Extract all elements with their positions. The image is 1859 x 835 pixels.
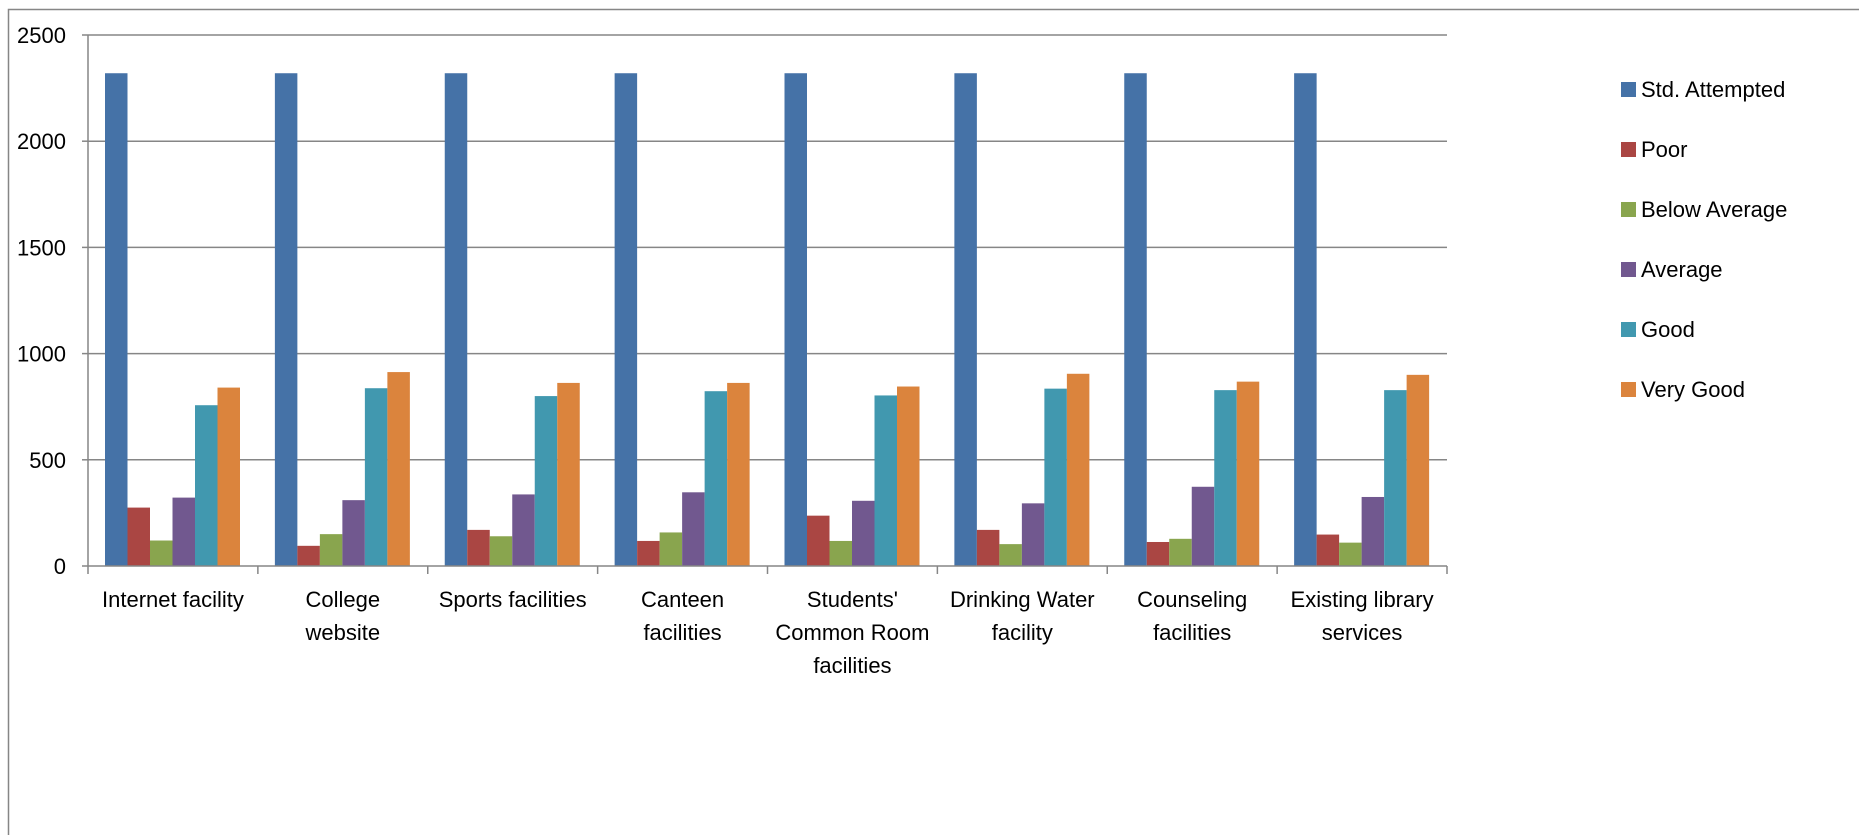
x-tick-label: Common Room xyxy=(775,620,929,645)
x-tick-label: Sports facilities xyxy=(439,587,587,612)
bar xyxy=(1169,538,1192,566)
gridlines xyxy=(88,34,1447,461)
bar xyxy=(682,492,705,566)
x-tick-label: facilities xyxy=(813,653,891,678)
x-tick-label: Canteen xyxy=(641,587,724,612)
legend-label: Below Average xyxy=(1641,197,1787,222)
bar xyxy=(897,386,920,566)
bar xyxy=(704,391,728,566)
legend-swatch xyxy=(1621,382,1636,397)
y-tick-label: 2000 xyxy=(17,129,66,154)
y-axis-ticks: 0 500 1000 1500 2000 2500 xyxy=(17,23,66,579)
legend-label: Very Good xyxy=(1641,377,1745,402)
bar xyxy=(807,515,830,566)
y-tick-label: 0 xyxy=(54,554,66,579)
legend-label: Std. Attempted xyxy=(1641,77,1785,102)
bar xyxy=(874,395,897,566)
x-tick-label: facilities xyxy=(643,620,721,645)
bar xyxy=(727,382,750,566)
bar xyxy=(637,540,660,566)
bar xyxy=(512,494,535,566)
x-tick-label: Students' xyxy=(807,587,898,612)
bar xyxy=(364,388,388,566)
bar xyxy=(852,500,875,566)
bar xyxy=(297,545,320,566)
y-tick-label: 1000 xyxy=(17,342,66,367)
bar xyxy=(467,529,490,566)
bar xyxy=(342,500,365,566)
axes xyxy=(82,34,1448,574)
bar xyxy=(1066,373,1090,566)
legend-swatch xyxy=(1621,262,1636,277)
legend-swatch xyxy=(1621,142,1636,157)
bar xyxy=(557,382,580,566)
bar xyxy=(1214,390,1237,566)
bar xyxy=(195,405,218,566)
bar xyxy=(127,507,150,566)
bar xyxy=(659,532,683,566)
bar xyxy=(1294,73,1317,567)
bar xyxy=(976,529,1000,566)
bar xyxy=(1146,541,1170,566)
x-tick-label: services xyxy=(1322,620,1403,645)
legend-label: Good xyxy=(1641,317,1695,342)
bar xyxy=(1406,374,1430,566)
bar xyxy=(1124,73,1147,567)
x-axis-labels: Internet facility College website Sports fa… xyxy=(102,587,1434,678)
bar xyxy=(489,536,513,566)
bars xyxy=(105,73,1430,567)
x-tick-label: website xyxy=(305,620,381,645)
x-tick-label: Counseling xyxy=(1137,587,1247,612)
legend-swatch xyxy=(1621,202,1636,217)
x-tick-label: facilities xyxy=(1153,620,1231,645)
legend-label: Poor xyxy=(1641,137,1687,162)
chart-border xyxy=(7,8,1859,835)
x-tick-label: Internet facility xyxy=(102,587,244,612)
y-tick-label: 500 xyxy=(29,448,66,473)
bar xyxy=(387,372,410,566)
bar xyxy=(1021,503,1045,566)
legend-swatch xyxy=(1621,82,1636,97)
bar xyxy=(614,73,638,567)
legend: Std. Attempted Poor Below Average Average Go… xyxy=(1621,77,1787,402)
legend-swatch xyxy=(1621,322,1636,337)
bar xyxy=(217,387,240,566)
bar xyxy=(105,73,128,567)
bar xyxy=(534,396,558,566)
x-tick-label: Existing library xyxy=(1291,587,1434,612)
bar xyxy=(1361,496,1385,566)
bar xyxy=(172,497,195,566)
bar xyxy=(319,534,343,566)
legend-label: Average xyxy=(1641,257,1723,282)
bar xyxy=(1236,381,1260,566)
x-tick-label: Drinking Water xyxy=(950,587,1095,612)
bar xyxy=(829,540,852,566)
bar xyxy=(274,73,298,567)
bar xyxy=(784,73,807,567)
bar xyxy=(954,73,977,567)
bar xyxy=(1316,534,1340,566)
y-tick-label: 2500 xyxy=(17,23,66,48)
y-tick-label: 1500 xyxy=(17,235,66,260)
bar xyxy=(1191,486,1215,566)
x-tick-label: College xyxy=(306,587,381,612)
bar xyxy=(1339,542,1362,566)
bar xyxy=(1044,388,1067,566)
x-tick-label: facility xyxy=(992,620,1053,645)
bar xyxy=(150,540,173,566)
bar xyxy=(1384,390,1407,566)
bar xyxy=(444,73,468,567)
bar xyxy=(999,544,1022,566)
